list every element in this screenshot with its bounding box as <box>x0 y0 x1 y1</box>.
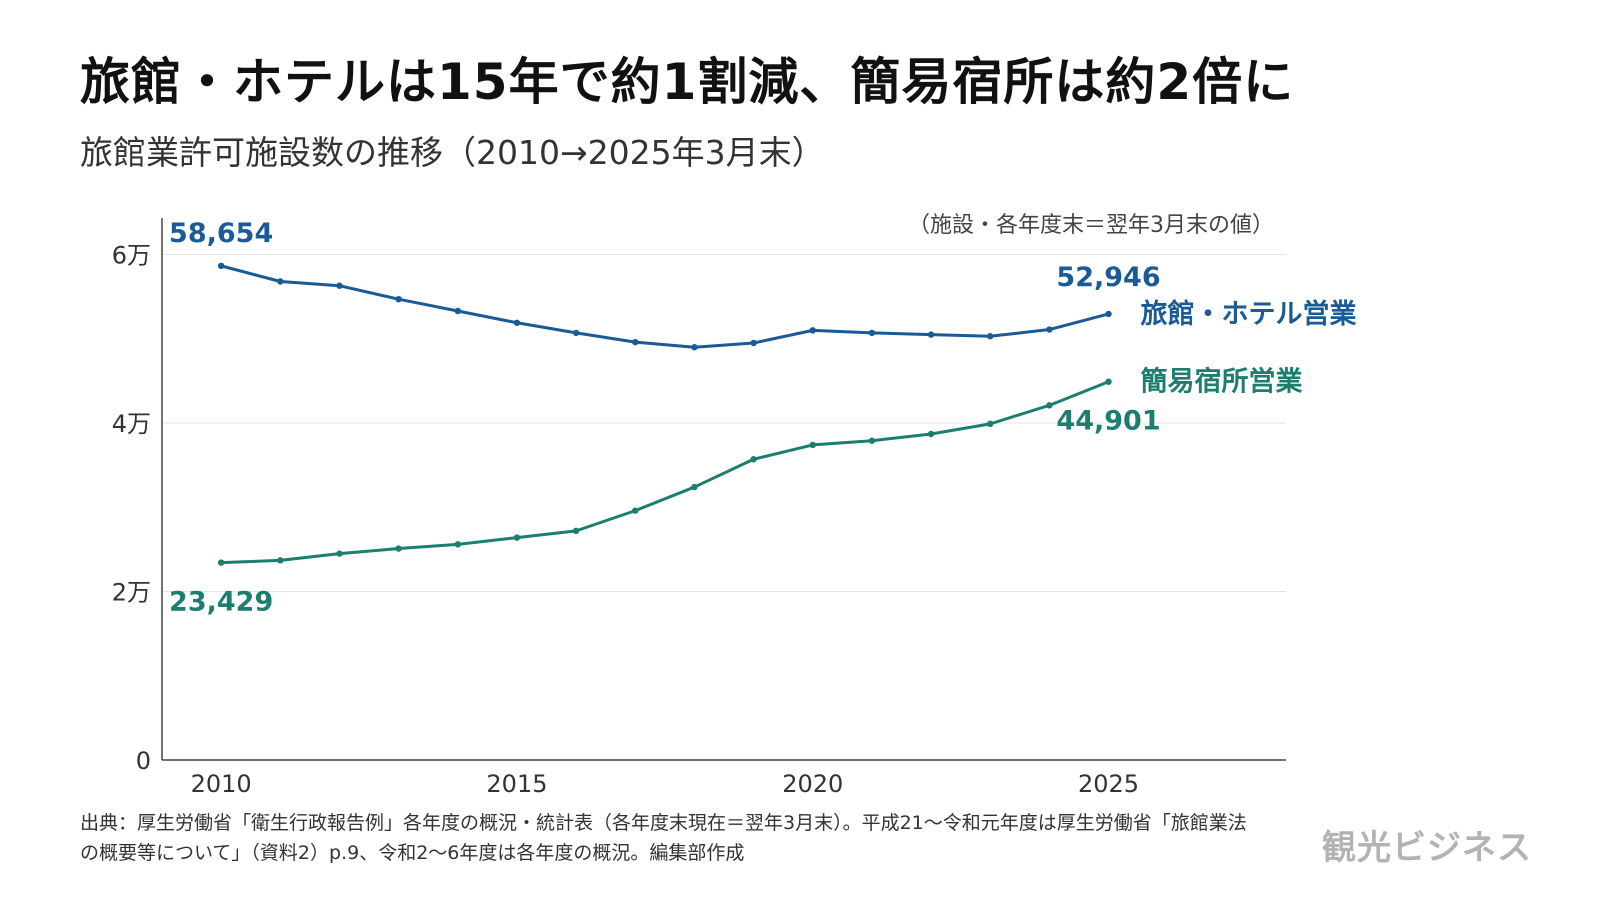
data-point <box>632 507 639 514</box>
data-point <box>395 295 402 303</box>
data-point <box>1105 310 1112 318</box>
x-tick-label: 2020 <box>782 770 843 798</box>
data-point <box>454 307 461 315</box>
data-point <box>277 557 284 564</box>
series-line <box>219 380 1111 565</box>
data-point <box>987 420 994 428</box>
data-point <box>572 329 580 337</box>
data-point <box>217 559 225 566</box>
data-point <box>987 333 994 340</box>
data-point <box>336 550 343 557</box>
data-point <box>868 329 876 337</box>
data-point <box>927 331 935 338</box>
data-point <box>1105 378 1112 385</box>
series-line <box>219 264 1111 349</box>
y-tick-label: 4万 <box>112 410 151 438</box>
page-title: 旅館・ホテルは15年で約1割減、簡易宿所は約2倍に <box>80 53 1295 111</box>
axes: 0 2万 4万 6万 2010 2015 2020 2025 <box>112 218 1286 798</box>
data-point <box>809 441 816 449</box>
end-value-label: 52,946 <box>1056 262 1160 293</box>
start-value-label: 58,654 <box>169 218 273 249</box>
series-name-label: 旅館・ホテル営業 <box>1141 298 1357 330</box>
data-point <box>750 339 757 347</box>
end-value-label: 44,901 <box>1056 406 1160 437</box>
data-point <box>1046 402 1053 409</box>
data-point <box>513 319 521 326</box>
line-chart: 0 2万 4万 6万 2010 2015 2020 2025 （施設・各年度末＝翌年3月末の値… <box>112 213 1357 798</box>
brand-logo: 観光ビジネス <box>1322 828 1532 868</box>
x-tick-label: 2015 <box>486 770 547 798</box>
data-point <box>454 541 461 548</box>
grid-lines <box>162 254 1286 593</box>
data-point <box>691 344 698 351</box>
data-point <box>691 483 698 491</box>
x-tick-label: 2025 <box>1078 770 1139 798</box>
y-tick-label: 6万 <box>112 242 151 270</box>
source-note: 出典：厚生労働省「衛生行政報告例」各年度の概況・統計表（各年度末現在＝翌年3月末… <box>80 812 1247 864</box>
data-point <box>809 327 816 334</box>
data-point <box>572 527 580 535</box>
data-point <box>632 338 639 346</box>
data-point <box>395 545 402 552</box>
series-name-label: 簡易宿所営業 <box>1141 366 1303 398</box>
chart-subtitle: 旅館業許可施設数の推移（2010→2025年3月末） <box>80 133 825 172</box>
unit-note: （施設・各年度末＝翌年3月末の値） <box>908 213 1274 238</box>
x-tick-label: 2010 <box>191 770 252 798</box>
y-tick-label: 0 <box>136 747 151 775</box>
data-point <box>217 262 225 270</box>
data-point <box>868 437 876 444</box>
y-tick-label: 2万 <box>112 579 151 607</box>
data-point <box>336 282 343 289</box>
data-point <box>927 430 935 438</box>
data-point <box>750 456 757 463</box>
data-point <box>277 278 284 285</box>
series-layer <box>217 262 1112 566</box>
start-value-label: 23,429 <box>169 587 273 618</box>
label-layer: （施設・各年度末＝翌年3月末の値） 58,654 52,946 旅館・ホテル営業 23,… <box>169 213 1356 618</box>
data-point <box>513 534 521 541</box>
data-point <box>1046 326 1053 333</box>
